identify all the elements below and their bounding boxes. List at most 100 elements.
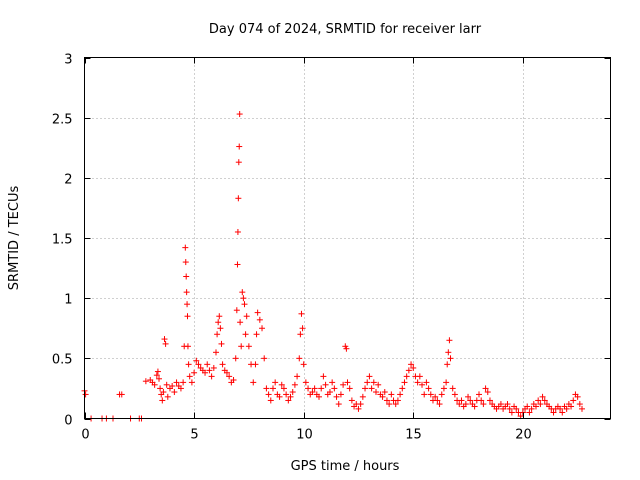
data-point [276,393,283,400]
data-point [82,391,89,398]
data-point [151,381,158,388]
data-point [233,307,240,314]
data-point [383,397,390,404]
data-point [164,393,171,400]
data-point [261,355,268,362]
data-point [366,373,373,380]
data-point [388,391,395,398]
data-point [316,393,323,400]
data-point [253,331,260,338]
data-point [183,273,190,280]
data-point [535,397,542,404]
data-point [506,405,513,412]
data-point [191,369,198,376]
data-point [280,385,287,392]
data-point [355,405,362,412]
data-point [169,383,176,390]
data-point [528,405,535,412]
data-point [436,401,443,408]
data-point [508,409,515,416]
data-point [318,385,325,392]
data-point [467,397,474,404]
y-tick-label: 1 [64,293,72,308]
data-point [208,373,215,380]
data-point [346,385,353,392]
data-point [250,379,257,386]
data-point [568,403,575,410]
data-point [333,393,340,400]
data-point [142,378,149,385]
x-axis-label: GPS time / hours [291,459,400,474]
data-point [482,385,489,392]
data-point [486,397,493,404]
grid-lines [84,57,611,419]
data-point [218,340,225,347]
data-point [183,289,190,296]
data-point [537,401,544,408]
data-point [153,372,160,379]
data-point [532,403,539,410]
data-point [563,405,570,412]
data-point [348,397,355,404]
data-point [265,391,272,398]
data-point [462,401,469,408]
data-point [403,373,410,380]
data-point [305,385,312,392]
data-point [359,393,366,400]
data-point [368,385,375,392]
data-point [519,409,526,416]
data-point [285,397,292,404]
data-point [184,301,191,308]
y-axis-label: SRMTID / TECUs [7,186,22,291]
data-point [188,379,195,386]
data-point [408,361,415,368]
data-point [214,331,221,338]
data-point [159,397,166,404]
data-point [414,379,421,386]
data-point [252,361,259,368]
data-point [364,379,371,386]
data-point [329,379,336,386]
data-point [235,159,242,166]
data-point [240,295,247,302]
y-tick-label: 2.5 [52,113,73,128]
y-tick-label: 0 [64,414,72,429]
data-point [296,355,303,362]
data-point [289,389,296,396]
data-point [213,349,219,356]
data-point [195,361,202,368]
data-point [375,381,382,388]
data-point [410,364,417,371]
x-tick-label: 5 [190,428,198,443]
data-point [263,385,270,392]
x-tick-label: 10 [296,428,313,443]
data-point [449,385,456,392]
data-point [372,389,379,396]
data-point [504,401,511,408]
data-point [484,389,491,396]
data-point [177,385,184,392]
data-point [541,397,548,404]
data-point [322,381,329,388]
data-point [392,401,399,408]
data-point [256,316,263,323]
data-point [254,309,261,316]
data-point [381,389,388,396]
data-point [300,361,307,368]
data-point [335,401,342,408]
data-point [425,385,432,392]
y-tick-label: 3 [64,53,72,68]
data-point [154,368,161,375]
data-point [230,376,237,383]
data-points [81,111,586,422]
data-point [331,385,338,392]
y-tick-label: 2 [64,173,72,188]
data-point [344,379,351,386]
chart-title: Day 074 of 2024, SRMTID for receiver lar… [209,22,482,37]
data-point [447,355,454,362]
data-point [232,355,239,362]
data-point [161,336,168,343]
data-point [267,397,274,404]
data-point [557,405,564,412]
